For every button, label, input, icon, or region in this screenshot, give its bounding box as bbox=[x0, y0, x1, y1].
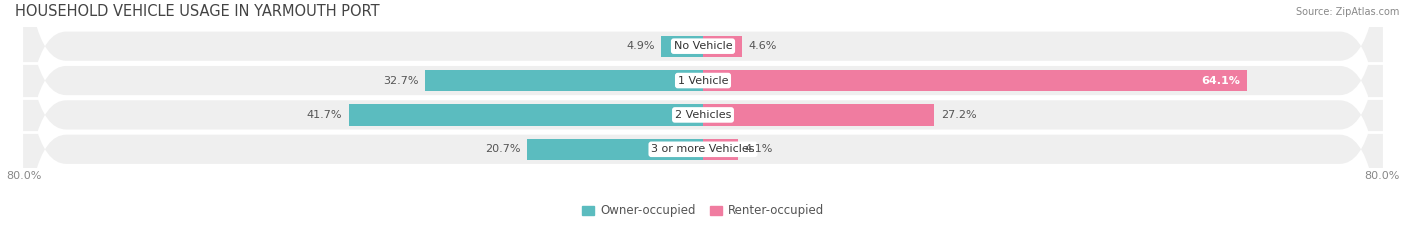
Bar bbox=[703, 104, 934, 126]
Text: No Vehicle: No Vehicle bbox=[673, 41, 733, 51]
Text: 4.1%: 4.1% bbox=[745, 144, 773, 154]
FancyBboxPatch shape bbox=[24, 0, 1382, 203]
Bar bbox=[661, 35, 703, 57]
Bar bbox=[703, 139, 738, 160]
FancyBboxPatch shape bbox=[24, 0, 1382, 233]
Text: 27.2%: 27.2% bbox=[941, 110, 976, 120]
Legend: Owner-occupied, Renter-occupied: Owner-occupied, Renter-occupied bbox=[578, 199, 828, 222]
Text: 1 Vehicle: 1 Vehicle bbox=[678, 75, 728, 86]
Text: Source: ZipAtlas.com: Source: ZipAtlas.com bbox=[1295, 7, 1399, 17]
Text: 4.6%: 4.6% bbox=[749, 41, 778, 51]
Bar bbox=[425, 70, 703, 91]
Bar bbox=[703, 35, 742, 57]
Bar bbox=[703, 70, 1247, 91]
Text: 32.7%: 32.7% bbox=[382, 75, 419, 86]
Text: 3 or more Vehicles: 3 or more Vehicles bbox=[651, 144, 755, 154]
Text: 2 Vehicles: 2 Vehicles bbox=[675, 110, 731, 120]
Bar bbox=[527, 139, 703, 160]
Text: 4.9%: 4.9% bbox=[626, 41, 655, 51]
Text: 41.7%: 41.7% bbox=[307, 110, 342, 120]
Text: HOUSEHOLD VEHICLE USAGE IN YARMOUTH PORT: HOUSEHOLD VEHICLE USAGE IN YARMOUTH PORT bbox=[15, 4, 380, 19]
Text: 20.7%: 20.7% bbox=[485, 144, 520, 154]
FancyBboxPatch shape bbox=[24, 0, 1382, 233]
Text: 64.1%: 64.1% bbox=[1202, 75, 1240, 86]
FancyBboxPatch shape bbox=[24, 0, 1382, 233]
Bar bbox=[349, 104, 703, 126]
